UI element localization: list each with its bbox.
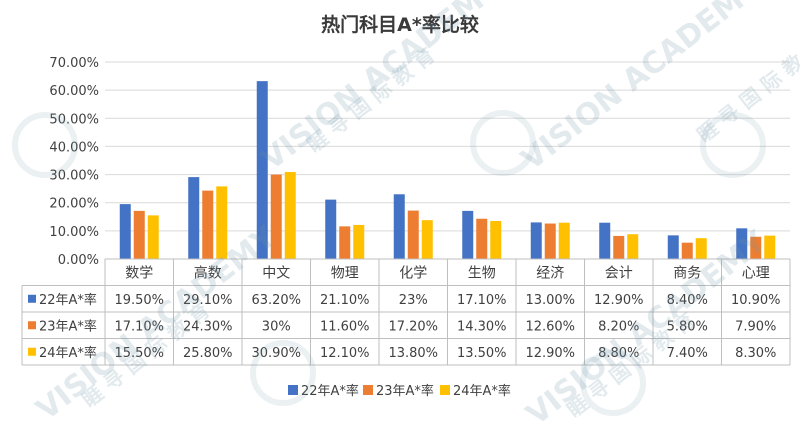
data-label: 8.30% [735,346,776,361]
bar-2 [681,242,693,259]
bar-1 [325,199,337,259]
data-label: 17.20% [388,319,438,334]
legend: 22年A*率 23年A*率 24年A*率 [288,383,511,399]
y-tick-label: 30.00% [49,169,99,184]
table-legend-key [28,347,36,356]
data-label: 25.80% [183,346,233,361]
x-tick-label: 经济 [536,265,564,281]
bar-3 [627,234,639,259]
legend-swatch [363,385,373,395]
data-label: 21.10% [320,293,370,308]
x-tick-label: 生物 [468,265,496,281]
y-tick-label: 70.00% [49,56,99,71]
bar-2 [407,210,419,259]
bar-2 [339,226,351,259]
data-label: 15.50% [114,346,164,361]
bar-3 [353,224,365,259]
y-tick-label: 10.00% [49,225,99,240]
data-label: 30.90% [251,346,301,361]
data-label: 7.90% [735,319,776,334]
data-label: 7.40% [667,346,708,361]
y-tick-label: 0.00% [58,253,99,268]
data-label: 29.10% [183,293,233,308]
table-legend-key [28,294,36,303]
bar-3 [764,235,776,259]
data-label: 23% [399,293,428,308]
x-tick-label: 中文 [262,265,290,281]
y-tick-label: 20.00% [49,197,99,212]
bar-3 [695,238,707,259]
data-label: 12.10% [320,346,370,361]
bar-2 [750,236,762,259]
bar-2 [613,235,625,259]
data-label: 13.80% [388,346,438,361]
x-tick-label: 会计 [605,265,633,281]
bar-3 [284,172,296,259]
data-label: 12.90% [594,293,644,308]
data-label: 63.20% [251,293,301,308]
data-label: 10.90% [731,293,781,308]
data-label: 17.10% [114,319,164,334]
x-tick-label: 物理 [331,265,359,281]
data-label: 12.90% [525,346,575,361]
data-label: 19.50% [114,293,164,308]
data-label: 11.60% [320,319,370,334]
y-tick-label: 60.00% [49,84,99,99]
x-tick-label: 数学 [125,265,153,281]
data-label: 8.80% [598,346,639,361]
table-series-name: 22年A*率 [39,292,97,308]
bar-1 [119,204,131,259]
x-tick-label: 商务 [673,265,701,281]
bar-3 [558,222,570,259]
legend-label: 22年A*率 [301,383,359,399]
x-tick-label: 心理 [742,265,770,281]
bar-3 [421,220,433,259]
chart-title: 热门科目A*率比较 [321,14,479,36]
data-label: 14.30% [457,319,507,334]
data-label: 5.80% [667,319,708,334]
legend-label: 24年A*率 [453,383,511,399]
x-tick-label: 化学 [399,265,427,281]
table-legend-key [28,321,36,330]
data-table: 数学 高数 中文 物理 化学 生物 经济 会计 商务 心理 22年A*率 19.50% 29.10% 63… [21,258,791,366]
bar-1 [462,210,474,259]
y-tick-label: 50.00% [49,112,99,127]
bar-1 [667,235,679,259]
bar-3 [490,221,502,259]
bars [119,81,776,259]
table-series-name: 24年A*率 [39,345,97,361]
bar-1 [188,177,200,259]
data-label: 12.60% [525,319,575,334]
bar-1 [599,222,611,259]
data-label: 24.30% [183,319,233,334]
legend-label: 23年A*率 [376,383,434,399]
data-label: 8.20% [598,319,639,334]
y-axis-ticks: 0.00% 10.00% 20.00% 30.00% 40.00% 50.00% 60.00… [49,56,99,268]
legend-swatch [440,385,450,395]
legend-swatch [288,385,298,395]
bar-chart: 0.00% 10.00% 20.00% 30.00% 40.00% 50.00% 60.00… [21,56,791,399]
bar-1 [530,222,542,259]
data-label: 8.40% [667,293,708,308]
bar-2 [133,210,145,259]
bar-2 [476,218,488,259]
y-tick-label: 40.00% [49,140,99,155]
bar-1 [393,194,405,259]
data-label: 13.00% [525,293,575,308]
bar-1 [256,81,268,259]
bar-2 [202,190,214,259]
bar-3 [216,186,228,259]
data-label: 13.50% [457,346,507,361]
bar-3 [147,215,159,259]
bar-2 [270,174,282,259]
x-tick-label: 高数 [194,264,222,281]
table-series-name: 23年A*率 [39,318,97,334]
bar-1 [736,228,748,259]
data-label: 30% [262,319,291,334]
data-label: 17.10% [457,293,507,308]
bar-2 [544,223,556,259]
